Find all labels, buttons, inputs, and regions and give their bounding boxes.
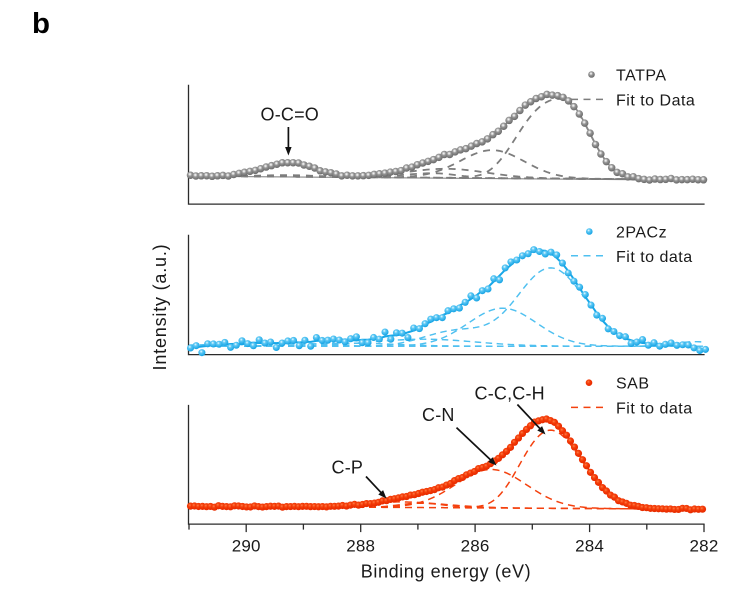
svg-text:Fit to data: Fit to data (616, 249, 693, 266)
svg-text:282: 282 (690, 537, 719, 556)
svg-text:284: 284 (575, 537, 604, 556)
svg-text:b: b (32, 8, 50, 40)
svg-text:SAB: SAB (616, 376, 650, 393)
svg-text:286: 286 (461, 537, 490, 556)
svg-text:C-P: C-P (332, 458, 364, 478)
svg-text:Intensity (a.u.): Intensity (a.u.) (150, 244, 170, 371)
svg-text:2PACz: 2PACz (616, 225, 667, 242)
svg-text:288: 288 (346, 537, 375, 556)
svg-text:290: 290 (232, 537, 261, 556)
svg-text:TATPA: TATPA (616, 68, 667, 85)
svg-text:O-C=O: O-C=O (261, 104, 320, 124)
svg-text:C-N: C-N (422, 405, 455, 425)
svg-text:Fit to data: Fit to data (616, 400, 693, 417)
svg-text:Fit to Data: Fit to Data (616, 92, 695, 109)
svg-text:C-C,C-H: C-C,C-H (475, 384, 545, 404)
svg-text:Binding energy (eV): Binding energy (eV) (361, 562, 532, 582)
